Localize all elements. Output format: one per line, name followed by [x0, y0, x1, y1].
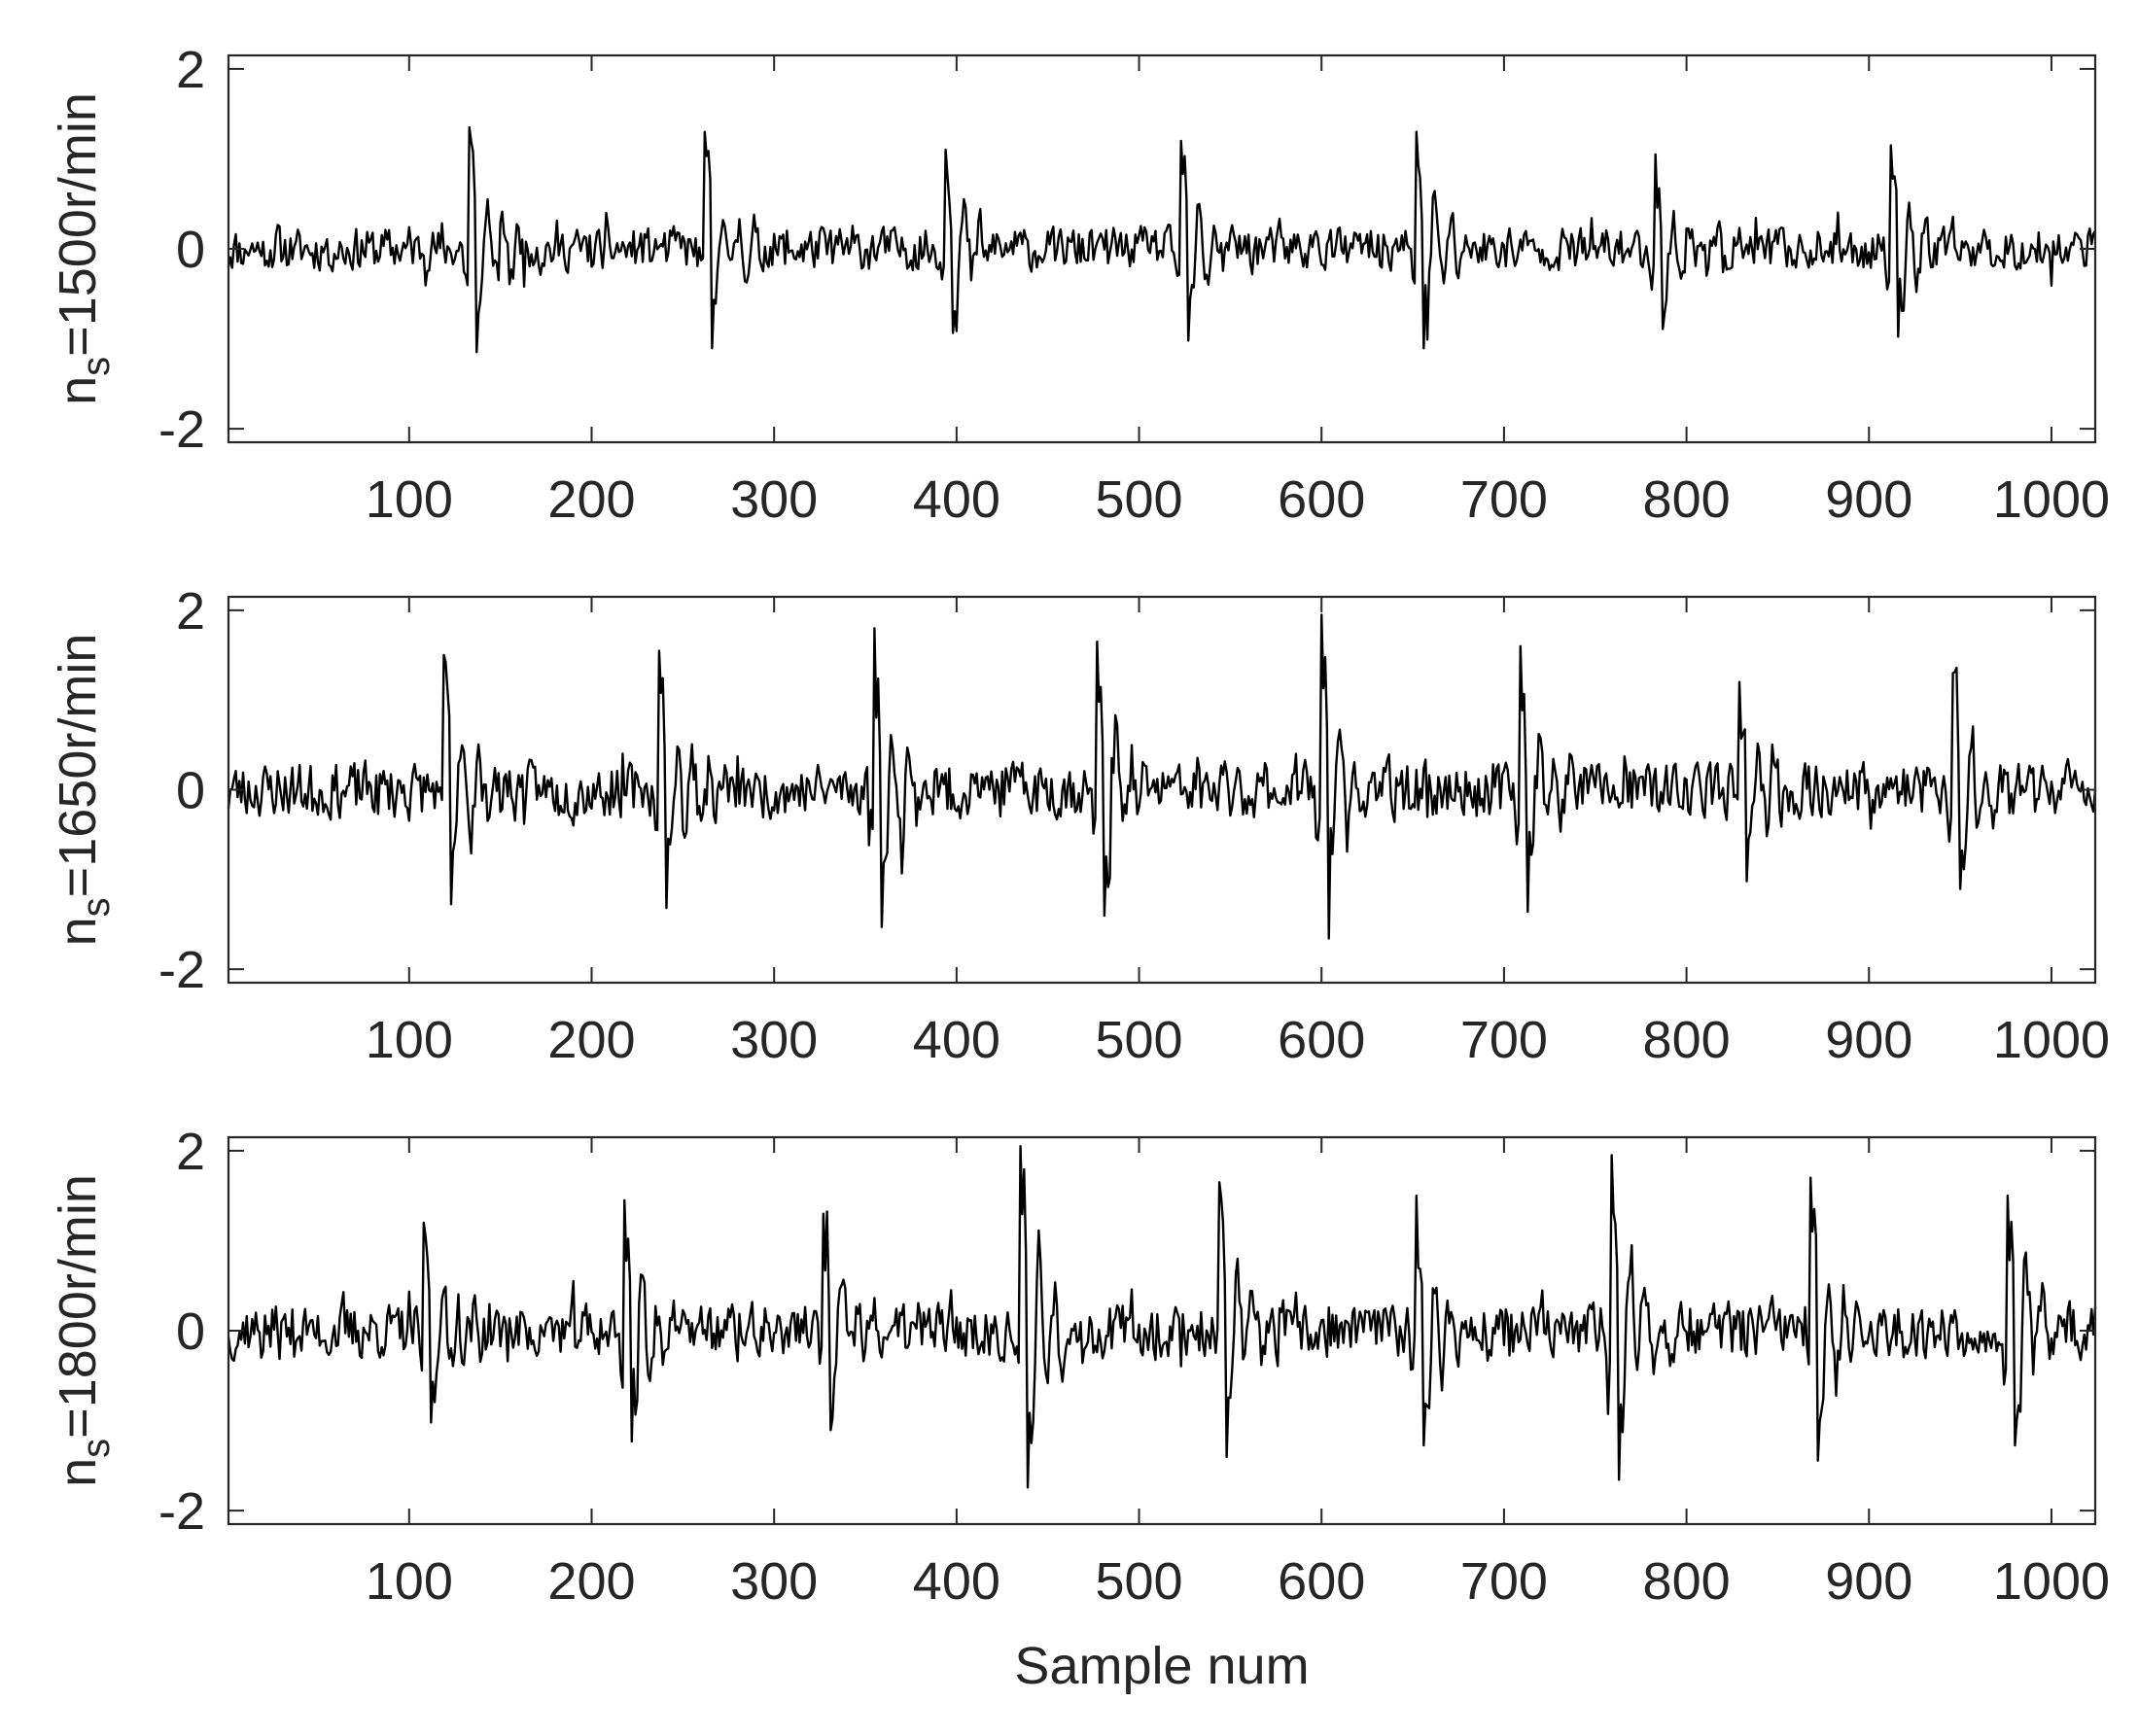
x-tick-label-2-300: 300 [730, 1011, 818, 1069]
subplot-1: 100 200 300 400 500 600 700 800 900 1000 -2 0 2 ns=15… [49, 41, 2110, 529]
x-tick-label-1-200: 200 [547, 470, 635, 529]
x-tick-label-2-1000: 1000 [1993, 1011, 2110, 1069]
y-tick-label-1-0: 0 [176, 221, 205, 279]
subplot-3: 100 200 300 400 500 600 700 800 900 1000 -2 0 2 ns=18… [49, 1123, 2110, 1695]
x-tick-label-1-100: 100 [366, 470, 453, 529]
x-tick-label-1-600: 600 [1278, 470, 1365, 529]
x-tick-label-3-300: 300 [730, 1552, 818, 1611]
y-tick-label-2-2: 2 [176, 582, 205, 641]
x-tick-label-2-700: 700 [1460, 1011, 1548, 1069]
y-axis-label-1: ns=1500r/min [49, 92, 118, 405]
y-tick-label-1--2: -2 [158, 400, 205, 459]
y-tick-label-3-2: 2 [176, 1123, 205, 1181]
x-tick-label-3-500: 500 [1095, 1552, 1182, 1611]
x-axis-label: Sample num [1014, 1637, 1309, 1695]
x-tick-label-3-700: 700 [1460, 1552, 1548, 1611]
y-tick-label-2--2: -2 [158, 941, 205, 999]
x-tick-label-3-100: 100 [366, 1552, 453, 1611]
x-tick-label-2-100: 100 [366, 1011, 453, 1069]
x-tick-label-3-600: 600 [1278, 1552, 1365, 1611]
x-tick-label-1-900: 900 [1825, 470, 1912, 529]
x-tick-label-1-700: 700 [1460, 470, 1548, 529]
x-tick-label-1-800: 800 [1643, 470, 1731, 529]
x-tick-label-2-500: 500 [1095, 1011, 1182, 1069]
x-tick-label-2-800: 800 [1643, 1011, 1731, 1069]
y-tick-label-3--2: -2 [158, 1482, 205, 1541]
y-axis-label-3: ns=1800r/min [49, 1174, 118, 1487]
y-tick-label-1-2: 2 [176, 41, 205, 99]
x-tick-label-1-400: 400 [913, 470, 1000, 529]
y-tick-label-2-0: 0 [176, 762, 205, 820]
x-tick-label-3-1000: 1000 [1993, 1552, 2110, 1611]
subplot-2: 100 200 300 400 500 600 700 800 900 1000 -2 0 2 ns=16… [49, 582, 2110, 1069]
x-tick-label-1-300: 300 [730, 470, 818, 529]
x-tick-label-2-600: 600 [1278, 1011, 1365, 1069]
x-tick-label-3-800: 800 [1643, 1552, 1731, 1611]
signal-line-2-1 [227, 613, 2097, 940]
x-tick-label-3-400: 400 [913, 1552, 1000, 1611]
x-tick-label-1-500: 500 [1095, 470, 1182, 529]
x-tick-label-2-400: 400 [913, 1011, 1000, 1069]
y-axis-label-2: ns=1650r/min [49, 634, 118, 947]
signal-line-1-1 [227, 125, 2096, 354]
x-tick-label-2-200: 200 [547, 1011, 635, 1069]
x-tick-label-1-1000: 1000 [1993, 470, 2110, 529]
x-tick-label-3-200: 200 [547, 1552, 635, 1611]
x-tick-label-2-900: 900 [1825, 1011, 1912, 1069]
y-tick-label-3-0: 0 [176, 1302, 205, 1361]
signal-line-3-1 [227, 1145, 2097, 1489]
x-tick-label-3-900: 900 [1825, 1552, 1912, 1611]
